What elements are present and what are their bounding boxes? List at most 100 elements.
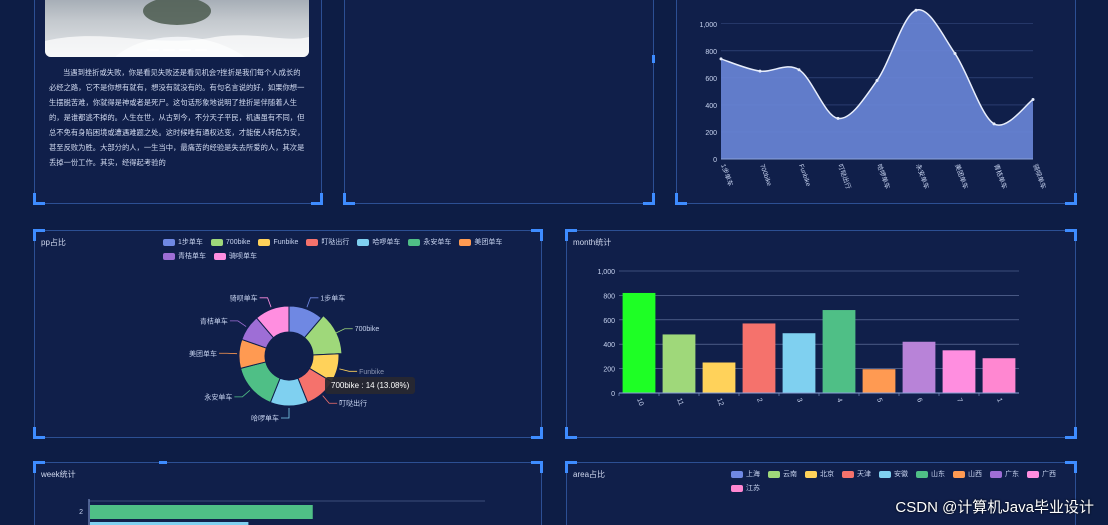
y-tick-label: 0 bbox=[713, 157, 717, 164]
legend-label: 美团单车 bbox=[474, 239, 503, 246]
data-point bbox=[836, 116, 840, 120]
x-tick-label: 4 bbox=[835, 397, 843, 403]
month-title: month统计 bbox=[573, 238, 612, 247]
legend-item[interactable]: 700bike bbox=[210, 237, 250, 247]
pie-chart[interactable]: 1步单车700bikeFunbike叮哒出行哈啰单车永安单车美团单车青桔单车骑呗… bbox=[35, 231, 543, 439]
legend-item[interactable]: 广东 bbox=[990, 469, 1019, 479]
x-tick-label: 永安单车 bbox=[914, 163, 932, 191]
legend-item[interactable]: 骑呗单车 bbox=[214, 251, 257, 261]
legend-item[interactable]: 山东 bbox=[916, 469, 945, 479]
y-tick-label: 400 bbox=[705, 103, 717, 110]
week-panel: week统计 2 bbox=[33, 461, 543, 525]
bar bbox=[702, 362, 736, 393]
legend-item[interactable]: 叮哒出行 bbox=[306, 237, 349, 247]
legend-item[interactable]: 北京 bbox=[805, 469, 834, 479]
area-share-title: area占比 bbox=[573, 470, 606, 479]
pie-leader-line bbox=[339, 368, 358, 372]
data-point bbox=[758, 69, 762, 73]
legend-item[interactable]: Funbike bbox=[258, 237, 298, 247]
pie-label: Funbike bbox=[359, 369, 384, 376]
pie-panel: pp占比 1步单车 700bike Funbike 叮哒出行 哈啰单车 永安单车 美团单车青… bbox=[33, 229, 543, 439]
y-tick-label: 2 bbox=[79, 509, 83, 516]
legend-item[interactable]: 永安单车 bbox=[408, 237, 451, 247]
legend-swatch bbox=[306, 238, 319, 246]
bar bbox=[622, 292, 656, 393]
legend-swatch bbox=[731, 484, 743, 492]
x-tick-label: 7 bbox=[955, 397, 963, 403]
data-point bbox=[1031, 97, 1035, 101]
legend-label: 广东 bbox=[1005, 471, 1019, 478]
x-tick-label: 青桔单车 bbox=[992, 163, 1010, 191]
data-point bbox=[719, 57, 723, 61]
bar bbox=[822, 310, 856, 393]
carousel-dots[interactable] bbox=[147, 49, 207, 51]
pie-label: 骑呗单车 bbox=[230, 293, 258, 302]
legend-item[interactable]: 上海 bbox=[731, 469, 760, 479]
legend-swatch bbox=[805, 470, 817, 478]
legend-swatch bbox=[163, 252, 175, 260]
article-panel: 当遇到挫折或失败，你是看见失败还是看见机会?挫折是我们每个人成长的必经之路，它不… bbox=[33, 0, 323, 205]
legend-swatch bbox=[1027, 470, 1039, 478]
y-tick-label: 400 bbox=[603, 342, 615, 349]
legend-label: 1步单车 bbox=[178, 239, 203, 246]
week-title: week统计 bbox=[41, 470, 76, 479]
data-point bbox=[914, 8, 918, 12]
bar bbox=[942, 350, 976, 393]
y-tick-label: 600 bbox=[705, 76, 717, 83]
legend-item[interactable]: 广西 bbox=[1027, 469, 1056, 479]
legend-item[interactable]: 云南 bbox=[768, 469, 797, 479]
x-tick-label: Funbike bbox=[797, 163, 812, 187]
legend-item[interactable]: 哈啰单车 bbox=[357, 237, 400, 247]
legend-item[interactable]: 美团单车 bbox=[459, 237, 502, 247]
x-tick-label: 11 bbox=[675, 397, 684, 406]
legend-item[interactable]: 天津 bbox=[842, 469, 871, 479]
week-bar-chart[interactable]: 2 bbox=[35, 463, 543, 525]
pie-label: 700bike bbox=[355, 326, 380, 333]
pie-label: 永安单车 bbox=[204, 392, 232, 401]
x-tick-label: 12 bbox=[715, 397, 724, 407]
bar bbox=[742, 323, 776, 393]
legend-item[interactable]: 安徽 bbox=[879, 469, 908, 479]
pie-label: 青桔单车 bbox=[200, 316, 228, 325]
pie-slice bbox=[255, 305, 290, 339]
y-tick-label: 600 bbox=[603, 318, 615, 325]
legend-swatch bbox=[916, 470, 928, 478]
legend-label: 哈啰单车 bbox=[372, 239, 401, 246]
legend-item[interactable]: 江苏 bbox=[731, 483, 760, 493]
y-tick-label: 1,000 bbox=[699, 22, 717, 29]
legend-item[interactable]: 1步单车 bbox=[163, 237, 203, 247]
legend-item[interactable]: 青桔单车 bbox=[163, 251, 206, 261]
pie-label: 哈啰单车 bbox=[251, 414, 279, 423]
pie-label: 叮哒出行 bbox=[339, 399, 367, 408]
pie-leader-line bbox=[335, 328, 353, 334]
watermark: CSDN @计算机Java毕业设计 bbox=[895, 499, 1094, 516]
area-legend[interactable]: 上海 云南 北京 天津 安徽 山东 山西 广东 广西江苏 bbox=[731, 469, 1071, 493]
y-tick-label: 1,000 bbox=[597, 269, 615, 276]
legend-label: 永安单车 bbox=[423, 239, 452, 246]
x-tick-label: 6 bbox=[915, 397, 923, 403]
legend-label: 青桔单车 bbox=[178, 253, 206, 260]
x-tick-label: 1 bbox=[995, 397, 1003, 403]
x-tick-label: 700bike bbox=[758, 163, 772, 187]
legend-label: 山东 bbox=[931, 471, 945, 478]
month-bar-chart[interactable]: 0 200 400 600 800 1,000 10 11 12 2 3 4 5 6 7 1 bbox=[567, 231, 1077, 439]
data-point bbox=[992, 122, 996, 126]
bar bbox=[782, 333, 816, 393]
y-tick-label: 200 bbox=[705, 130, 717, 137]
bar bbox=[982, 358, 1016, 393]
carousel-image[interactable] bbox=[45, 0, 309, 57]
legend-swatch bbox=[258, 238, 271, 246]
legend-label: 云南 bbox=[783, 471, 797, 478]
legend-label: 叮哒出行 bbox=[321, 239, 350, 246]
legend-label: 安徽 bbox=[894, 471, 908, 478]
area-chart-panel: 0 200 400 600 800 1,000 1步单车 700bike Funbike 叮哒出行… bbox=[675, 0, 1077, 205]
x-tick-label: 美团单车 bbox=[953, 163, 971, 191]
data-point bbox=[797, 68, 801, 72]
y-tick-label: 800 bbox=[603, 293, 615, 300]
pie-legend[interactable]: 1步单车 700bike Funbike 叮哒出行 哈啰单车 永安单车 美团单车青桔单车 骑呗… bbox=[163, 237, 543, 261]
legend-swatch bbox=[214, 252, 226, 260]
legend-swatch bbox=[357, 238, 370, 246]
legend-swatch bbox=[408, 238, 421, 246]
x-tick-label: 10 bbox=[635, 397, 644, 407]
legend-item[interactable]: 山西 bbox=[953, 469, 982, 479]
